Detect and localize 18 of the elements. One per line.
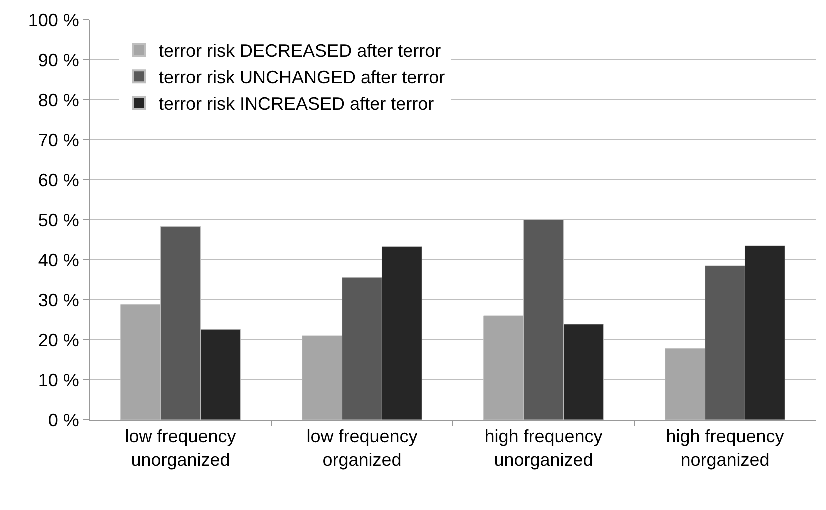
y-tick-label: 90 % xyxy=(38,50,80,70)
y-tick-label: 60 % xyxy=(38,170,80,190)
y-tick-label: 20 % xyxy=(38,330,80,350)
y-tick-label: 80 % xyxy=(38,90,80,110)
legend-label: terror risk INCREASED after terror xyxy=(159,94,434,114)
y-tick-label: 10 % xyxy=(38,370,80,390)
legend-label: terror risk DECREASED after terror xyxy=(159,41,442,62)
x-tick-label: low frequency unorganized xyxy=(125,426,236,470)
legend-label: terror risk UNCHANGED after terror xyxy=(159,68,446,88)
x-tick-label: high frequency unorganized xyxy=(484,426,603,470)
y-tick-label: 100 % xyxy=(28,10,80,30)
x-tick-label: low frequency organized xyxy=(306,426,418,470)
y-tick-label: 70 % xyxy=(38,130,80,150)
y-tick-label: 30 % xyxy=(38,290,80,310)
y-tick-label: 0 % xyxy=(48,410,80,430)
y-tick-label: 40 % xyxy=(38,250,80,270)
y-tick-label: 50 % xyxy=(38,210,80,230)
x-tick-label: high frequency norganized xyxy=(666,426,784,470)
